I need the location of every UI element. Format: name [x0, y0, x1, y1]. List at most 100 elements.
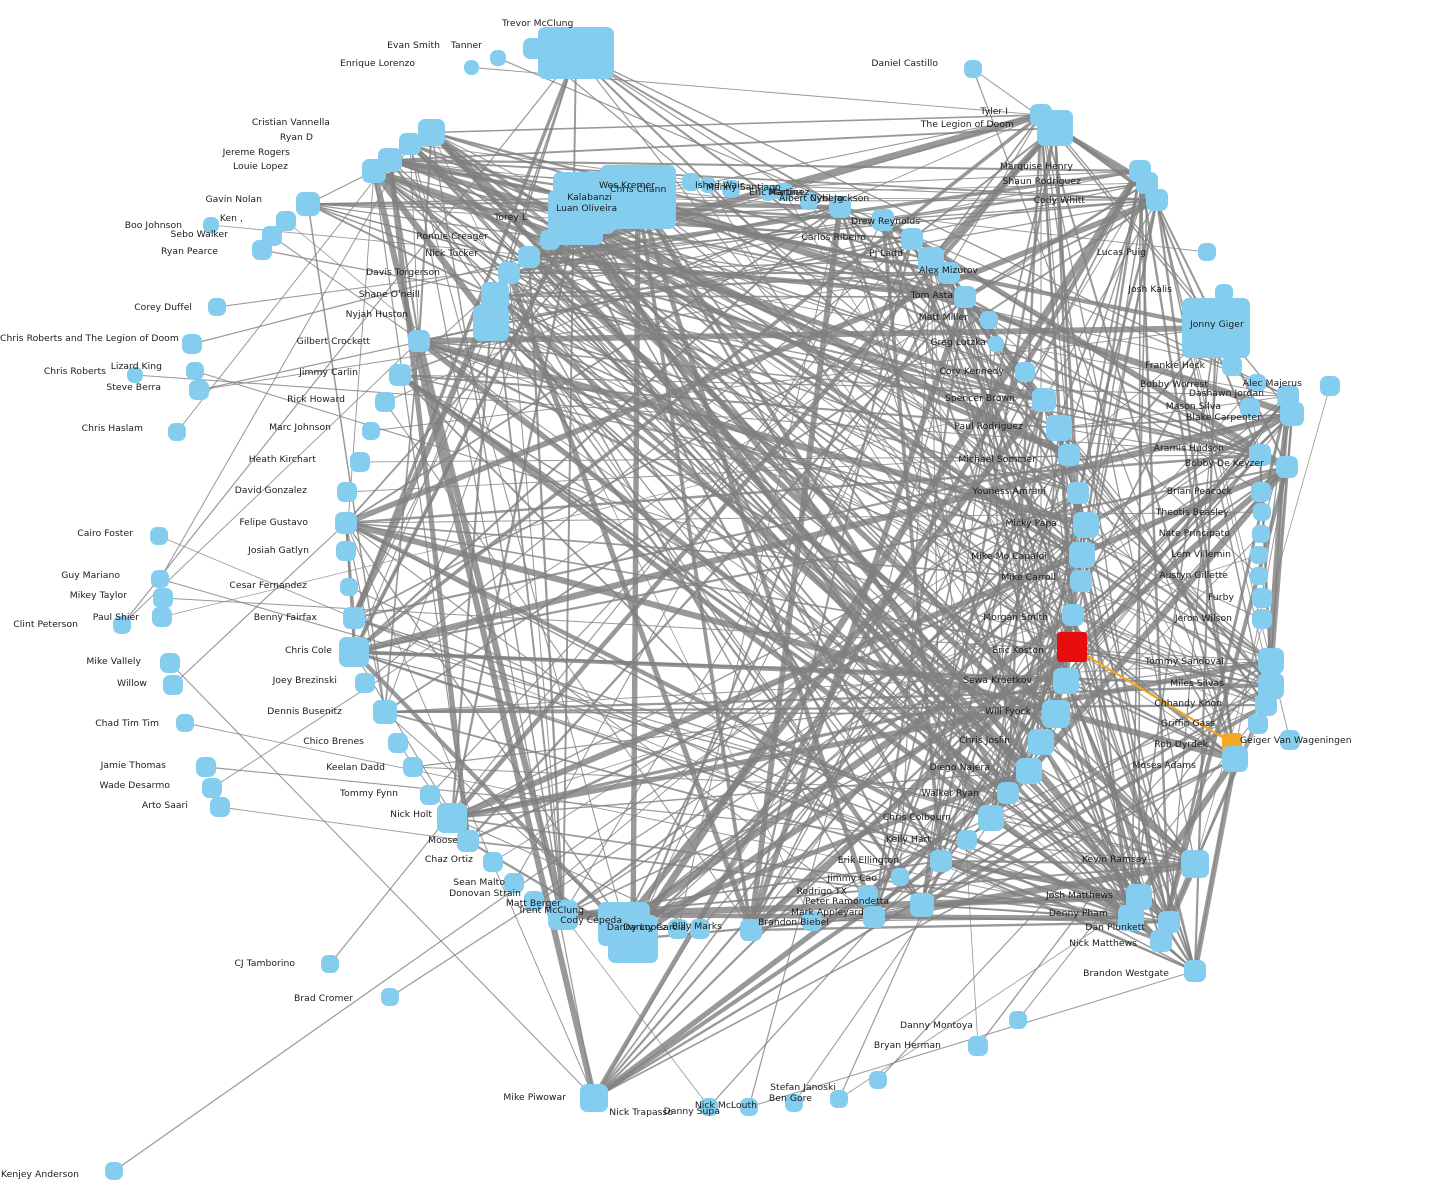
graph-node[interactable]: [690, 919, 710, 939]
graph-node[interactable]: [978, 805, 1004, 831]
graph-node[interactable]: [1276, 456, 1298, 478]
graph-node[interactable]: [1250, 567, 1268, 585]
graph-node[interactable]: [938, 262, 960, 284]
graph-node[interactable]: [1198, 243, 1216, 261]
graph-node[interactable]: [954, 286, 976, 308]
graph-node[interactable]: [608, 915, 658, 963]
graph-node[interactable]: [1015, 362, 1035, 382]
graph-node[interactable]: [362, 422, 380, 440]
graph-node[interactable]: [473, 305, 509, 341]
graph-node[interactable]: [1067, 482, 1089, 504]
graph-node[interactable]: [869, 1071, 887, 1089]
graph-node[interactable]: [1042, 700, 1070, 728]
graph-node[interactable]: [1258, 648, 1284, 674]
graph-node[interactable]: [1277, 385, 1299, 407]
graph-node[interactable]: [1251, 482, 1271, 502]
graph-node[interactable]: [1215, 284, 1233, 302]
graph-node[interactable]: [1182, 298, 1250, 358]
graph-node[interactable]: [339, 637, 369, 667]
graph-node[interactable]: [160, 653, 180, 673]
graph-node[interactable]: [105, 1162, 123, 1180]
graph-node[interactable]: [518, 246, 540, 268]
graph-node[interactable]: [830, 1090, 848, 1108]
graph-node[interactable]: [483, 852, 503, 872]
graph-node[interactable]: [1073, 512, 1099, 538]
graph-node[interactable]: [1222, 746, 1248, 772]
graph-node[interactable]: [538, 27, 614, 79]
graph-node[interactable]: [988, 336, 1004, 352]
graph-node[interactable]: [910, 893, 934, 917]
graph-node[interactable]: [858, 885, 878, 905]
graph-node[interactable]: [457, 830, 479, 852]
graph-node[interactable]: [700, 1098, 718, 1116]
graph-node[interactable]: [1053, 668, 1079, 694]
graph-node[interactable]: [498, 262, 520, 284]
graph-node[interactable]: [1248, 714, 1268, 734]
graph-node[interactable]: [1184, 960, 1206, 982]
graph-node[interactable]: [1046, 415, 1072, 441]
graph-node[interactable]: [682, 173, 700, 191]
graph-node[interactable]: [1320, 376, 1340, 396]
graph-node[interactable]: [399, 133, 421, 155]
graph-node[interactable]: [1009, 1011, 1027, 1029]
graph-node[interactable]: [1058, 444, 1080, 466]
graph-node[interactable]: [1255, 694, 1277, 716]
graph-node[interactable]: [1028, 729, 1054, 755]
graph-node[interactable]: [901, 228, 923, 250]
graph-node[interactable]: [1057, 632, 1087, 662]
graph-node[interactable]: [252, 240, 272, 260]
graph-node[interactable]: [1032, 388, 1056, 412]
graph-node[interactable]: [340, 578, 358, 596]
graph-node[interactable]: [408, 330, 430, 352]
graph-node[interactable]: [202, 778, 222, 798]
graph-node[interactable]: [151, 570, 169, 588]
graph-node[interactable]: [863, 906, 885, 928]
graph-node[interactable]: [420, 785, 440, 805]
graph-node[interactable]: [350, 452, 370, 472]
graph-node[interactable]: [1252, 609, 1272, 629]
graph-node[interactable]: [930, 850, 952, 872]
graph-node[interactable]: [337, 482, 357, 502]
graph-node[interactable]: [203, 217, 219, 233]
graph-node[interactable]: [296, 192, 320, 216]
graph-node[interactable]: [1037, 110, 1073, 146]
graph-node[interactable]: [700, 177, 716, 193]
graph-node[interactable]: [1252, 525, 1270, 543]
graph-node[interactable]: [968, 1036, 988, 1056]
graph-node[interactable]: [1062, 604, 1084, 626]
graph-node[interactable]: [872, 209, 894, 231]
graph-node[interactable]: [1252, 588, 1272, 608]
graph-node[interactable]: [464, 60, 479, 75]
graph-node[interactable]: [163, 675, 183, 695]
graph-node[interactable]: [388, 733, 408, 753]
graph-node[interactable]: [524, 891, 544, 911]
graph-node[interactable]: [785, 1094, 803, 1112]
graph-node[interactable]: [1253, 503, 1271, 521]
graph-node[interactable]: [127, 367, 143, 383]
graph-node[interactable]: [957, 830, 977, 850]
graph-node[interactable]: [891, 868, 909, 886]
graph-node[interactable]: [1250, 546, 1268, 564]
graph-node[interactable]: [540, 230, 560, 250]
graph-node[interactable]: [997, 782, 1019, 804]
graph-node[interactable]: [740, 1098, 758, 1116]
graph-node[interactable]: [760, 185, 776, 201]
graph-node[interactable]: [343, 607, 365, 629]
graph-node[interactable]: [403, 757, 423, 777]
graph-node[interactable]: [1181, 850, 1209, 878]
graph-node[interactable]: [389, 364, 411, 386]
graph-node[interactable]: [1158, 911, 1180, 933]
graph-node[interactable]: [210, 797, 230, 817]
graph-node[interactable]: [1150, 930, 1172, 952]
graph-node[interactable]: [504, 873, 524, 893]
graph-node[interactable]: [722, 180, 740, 198]
graph-node[interactable]: [196, 757, 216, 777]
graph-node[interactable]: [150, 527, 168, 545]
graph-node[interactable]: [113, 616, 131, 634]
graph-node[interactable]: [980, 311, 998, 329]
graph-node[interactable]: [208, 298, 226, 316]
graph-node[interactable]: [321, 955, 339, 973]
graph-node[interactable]: [1136, 172, 1158, 194]
graph-node[interactable]: [176, 714, 194, 732]
graph-node[interactable]: [775, 183, 793, 201]
